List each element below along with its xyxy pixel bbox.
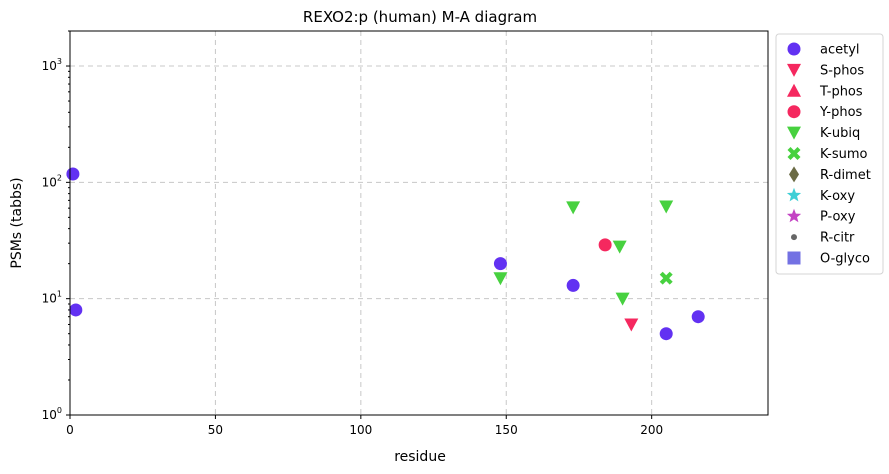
legend-label: P-oxy [820, 210, 856, 225]
legend-label: O-glyco [820, 252, 870, 267]
point-acetyl [691, 310, 705, 324]
grid-lines [70, 31, 768, 415]
x-stroke [659, 271, 673, 285]
legend-label: Y-phos [819, 105, 863, 120]
legend-label: K-oxy [820, 189, 855, 204]
legend-item-p-oxy: P-oxy [786, 208, 856, 225]
chart-title: REXO2:p (human) M-A diagram [303, 8, 537, 26]
point-k-ubiq [493, 272, 508, 286]
legend-item-s-phos: S-phos [787, 63, 864, 78]
legend-item-r-citr: R-citr [791, 231, 855, 246]
y-tick-label: 101 [42, 290, 62, 306]
legend-item-k-sumo: K-sumo [787, 147, 868, 162]
y-tick-label: 103 [42, 57, 62, 73]
data-points [66, 167, 705, 341]
point-acetyl [66, 167, 80, 181]
point-k-ubiq [566, 201, 581, 215]
point-k-ubiq [612, 240, 627, 254]
legend-label: T-phos [819, 84, 863, 99]
legend-marker [787, 63, 801, 77]
legend-marker [787, 147, 801, 160]
legend-item-t-phos: T-phos [787, 83, 863, 99]
legend-label: acetyl [820, 43, 860, 58]
x-tick-label: 0 [66, 423, 74, 437]
x-stroke [787, 147, 801, 160]
legend-marker [787, 83, 801, 97]
legend-marker [787, 251, 801, 265]
point-k-ubiq [615, 292, 630, 306]
legend-label: K-ubiq [820, 126, 860, 141]
legend-marker [786, 208, 802, 223]
x-axis-ticks: 0 50 100 150 200 [66, 415, 663, 437]
x-tick-label: 150 [495, 423, 518, 437]
legend-label: R-dimet [820, 168, 871, 183]
x-tick-label: 50 [208, 423, 223, 437]
legend-marker [786, 187, 802, 202]
legend: acetyl S-phos T-phos Y-phos K-ubiq K-sumo R-di… [775, 33, 884, 275]
legend-marker [787, 42, 801, 56]
legend-item-acetyl: acetyl [787, 42, 860, 58]
point-s-phos [624, 318, 639, 332]
legend-marker [791, 234, 797, 241]
legend-marker [787, 126, 801, 140]
legend-label: S-phos [820, 63, 864, 78]
x-tick-label: 200 [640, 423, 663, 437]
y-tick-label: 100 [42, 406, 62, 422]
x-tick-label: 100 [349, 423, 372, 437]
legend-label: R-citr [820, 231, 855, 246]
point-acetyl [69, 303, 83, 317]
legend-item-k-oxy: K-oxy [786, 187, 855, 204]
y-axis-ticks: 100 101 102 103 [42, 30, 70, 422]
y-tick-label: 102 [42, 173, 62, 189]
legend-item-k-ubiq: K-ubiq [787, 126, 860, 141]
legend-marker [787, 105, 801, 119]
point-k-ubiq [659, 200, 674, 214]
legend-box [775, 33, 884, 275]
plot-frame [69, 30, 769, 416]
legend-label: K-sumo [820, 147, 868, 162]
point-acetyl [659, 327, 673, 341]
point-acetyl [566, 278, 580, 292]
point-k-sumo [659, 271, 673, 285]
legend-item-y-phos: Y-phos [787, 105, 863, 120]
point-y-phos [598, 238, 612, 252]
legend-item-r-dimet: R-dimet [789, 166, 871, 183]
point-acetyl [493, 257, 507, 271]
legend-marker [789, 166, 799, 183]
y-axis-label: PSMs (tabbs) [9, 177, 25, 268]
legend-item-o-glyco: O-glyco [787, 251, 870, 267]
x-axis-label: residue [394, 449, 446, 465]
